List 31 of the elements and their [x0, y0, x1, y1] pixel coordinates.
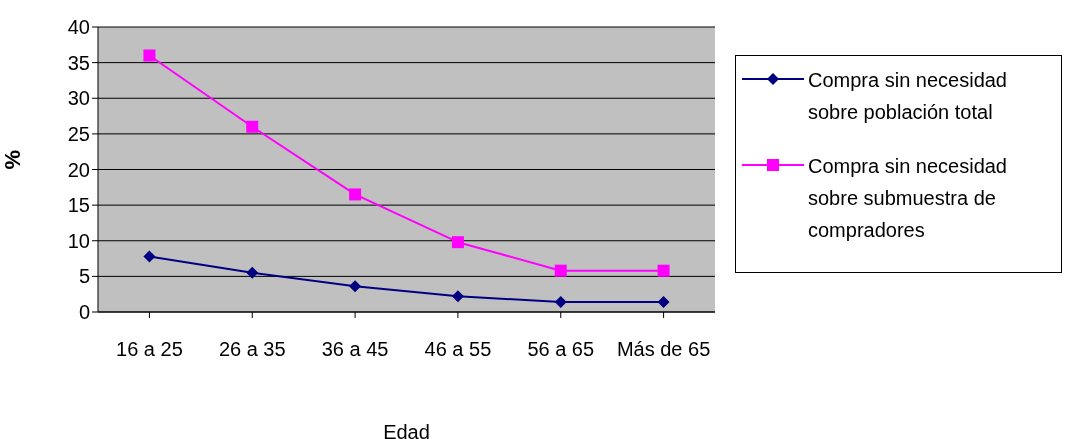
y-tick-label: 35 [67, 51, 90, 74]
point [657, 264, 670, 277]
point [451, 236, 464, 249]
legend-label: Compra sin necesidad sobre población total [808, 68, 1008, 125]
y-tick-label: 15 [67, 194, 90, 217]
y-tick-label: 25 [67, 122, 90, 145]
legend-label: Compra sin necesidad sobre submuestra de compradores [808, 154, 1008, 243]
point [246, 120, 259, 133]
x-tick-label: 16 a 25 [116, 338, 183, 361]
y-tick-label: 10 [67, 229, 90, 252]
point [143, 250, 156, 263]
point [349, 280, 362, 293]
point [554, 296, 567, 309]
y-tick-label: 5 [78, 265, 90, 288]
y-tick-label: 30 [67, 87, 90, 110]
point [657, 296, 670, 309]
x-tick-label: 26 a 35 [218, 338, 286, 361]
x-tick-label: 36 a 45 [321, 338, 389, 361]
point [246, 266, 259, 279]
x-tick-label: Más de 65 [616, 338, 711, 361]
point [451, 290, 464, 303]
x-tick-label: 46 a 55 [424, 338, 492, 361]
point [554, 264, 567, 277]
point [349, 188, 362, 201]
x-tick-label: 56 a 65 [527, 338, 595, 361]
y-tick-label: 0 [78, 301, 90, 324]
y-tick-label: 20 [67, 158, 90, 181]
y-tick-label: 40 [67, 16, 90, 39]
x-axis-title: Edad [383, 421, 430, 439]
point [143, 49, 156, 62]
y-axis-title: % [0, 149, 25, 170]
